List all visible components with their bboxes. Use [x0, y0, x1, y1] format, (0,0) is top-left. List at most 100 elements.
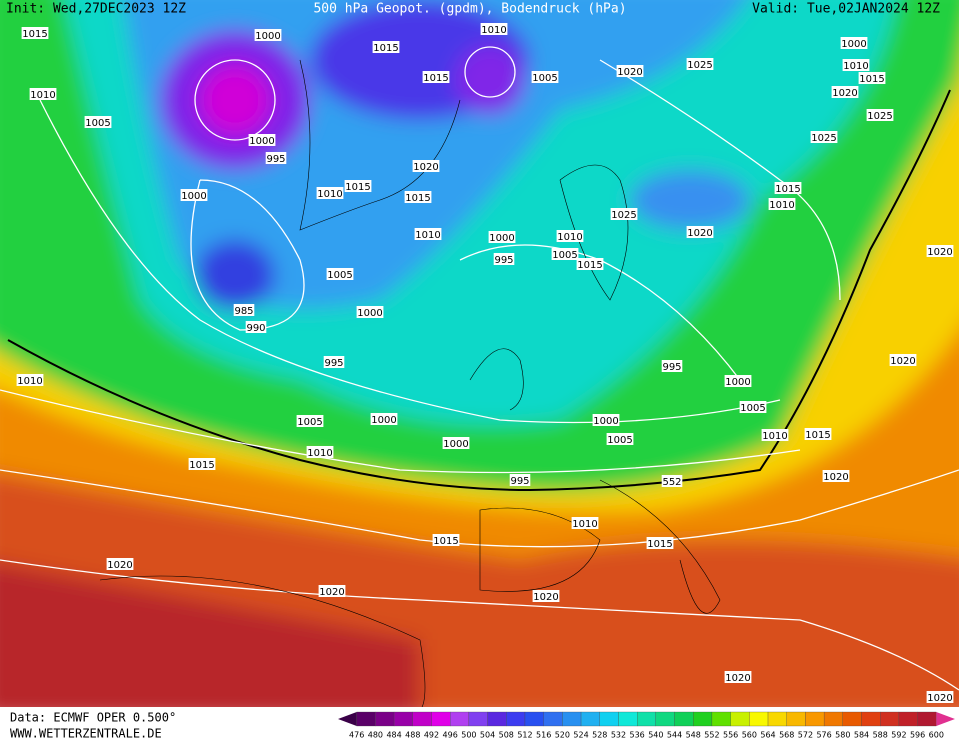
scale-swatch: [917, 711, 937, 727]
isobar-label-bg: [414, 228, 442, 240]
isobar-label: 1010: [481, 25, 506, 36]
scale-label: 584: [854, 731, 869, 740]
isobar-label: 1020: [413, 162, 438, 173]
scale-arrow: [338, 712, 357, 726]
scale-swatch: [506, 711, 526, 727]
isobar-label: 1020: [319, 587, 344, 598]
isobar-label: 1020: [927, 247, 952, 258]
isobar-label-bg: [686, 58, 714, 70]
isobar-label: 1015: [859, 74, 884, 85]
isobar-label: 1020: [725, 673, 750, 684]
scale-swatch: [767, 711, 787, 727]
isobar-label: 1000: [443, 439, 468, 450]
isobar-label-bg: [661, 360, 683, 372]
isobar-label: 1005: [297, 417, 322, 428]
isobar-label-bg: [686, 226, 714, 238]
isobar-label-bg: [84, 116, 112, 128]
isobar-label: 1000: [255, 31, 280, 42]
isobar-label-bg: [866, 109, 894, 121]
scale-label: 544: [667, 731, 682, 740]
isobar-label-bg: [188, 458, 216, 470]
isobar-label-bg: [774, 182, 802, 194]
init-time: Init: Wed,27DEC2023 12Z: [6, 2, 186, 17]
isobar-label: 1015: [647, 539, 672, 550]
isobar-label-bg: [318, 585, 346, 597]
isobar-label-bg: [822, 470, 850, 482]
isobar-label: 995: [324, 358, 343, 369]
isobar-label: 1000: [841, 39, 866, 50]
isobar-label: 1010: [557, 232, 582, 243]
isobar-label-bg: [761, 429, 789, 441]
isobar-label: 1015: [345, 182, 370, 193]
isobar-label: 1025: [811, 133, 836, 144]
field: [0, 0, 959, 720]
isobar-label: 1015: [433, 536, 458, 547]
scale-swatch: [412, 711, 432, 727]
scale-label: 532: [611, 731, 626, 740]
isobar-label-bg: [245, 321, 267, 333]
scale-swatch: [730, 711, 750, 727]
isobar-label-bg: [412, 160, 440, 172]
scale-swatch: [655, 711, 675, 727]
isobar-label: 985: [234, 306, 253, 317]
scale-swatch: [674, 711, 694, 727]
scale-label: 572: [798, 731, 813, 740]
isobar-label: 1020: [533, 592, 558, 603]
isobar-label-bg: [926, 691, 954, 703]
scale-swatch: [356, 711, 376, 727]
scale-swatch: [749, 711, 769, 727]
isobar-label-bg: [724, 671, 752, 683]
scale-swatch: [450, 711, 470, 727]
isobar-label: 995: [662, 362, 681, 373]
isobar-label-bg: [316, 187, 344, 199]
isobar-label: 1000: [181, 191, 206, 202]
scale-swatch: [393, 711, 413, 727]
scale-swatch: [580, 711, 600, 727]
isobar-label: 1015: [577, 260, 602, 271]
isobar-label: 1020: [927, 693, 952, 704]
isobar-label: 1000: [489, 233, 514, 244]
isobar-label-bg: [16, 374, 44, 386]
isobar-label: 1010: [317, 189, 342, 200]
site-url: WWW.WETTERZENTRALE.DE: [10, 727, 162, 741]
isobar-label: 1005: [327, 270, 352, 281]
isobar-label-bg: [840, 37, 868, 49]
isobar-label: 995: [510, 476, 529, 487]
isobar-label-bg: [180, 189, 208, 201]
scale-swatch: [468, 711, 488, 727]
isobar-label-bg: [592, 414, 620, 426]
scale-label: 508: [499, 731, 514, 740]
isobar-label-bg: [480, 23, 508, 35]
isobar-label-bg: [646, 537, 674, 549]
isobar-label: 1010: [843, 61, 868, 72]
isobar-label-bg: [610, 208, 638, 220]
isobar-label: 1005: [85, 118, 110, 129]
data-source: Data: ECMWF OPER 0.500°: [10, 711, 176, 725]
isobar-label-bg: [265, 152, 287, 164]
scale-label: 560: [742, 731, 757, 740]
isobar-label-bg: [831, 86, 859, 98]
isobar-label: 1015: [423, 73, 448, 84]
isobar-label: 1020: [617, 67, 642, 78]
isobar-label-bg: [768, 198, 796, 210]
scale-label: 520: [555, 731, 570, 740]
scale-label: 548: [686, 731, 701, 740]
valid-time: Valid: Tue,02JAN2024 12Z: [752, 2, 940, 17]
isobar-label-bg: [370, 413, 398, 425]
isobar-label-bg: [21, 27, 49, 39]
isobar-label: 1010: [307, 448, 332, 459]
isobar-label: 1005: [552, 250, 577, 261]
isobar-label: 990: [246, 323, 265, 334]
isobar-label-bg: [842, 59, 870, 71]
scale-swatch: [524, 711, 544, 727]
isobar-label: 995: [266, 154, 285, 165]
isobar-label-bg: [551, 248, 579, 260]
isobar-label-bg: [372, 41, 400, 53]
scale-swatch: [487, 711, 507, 727]
isobar-label-bg: [422, 71, 450, 83]
isobar-label-bg: [739, 401, 767, 413]
isobar-label: 1025: [687, 60, 712, 71]
map-title: 500 hPa Geopot. (gpdm), Bodendruck (hPa): [313, 2, 626, 17]
